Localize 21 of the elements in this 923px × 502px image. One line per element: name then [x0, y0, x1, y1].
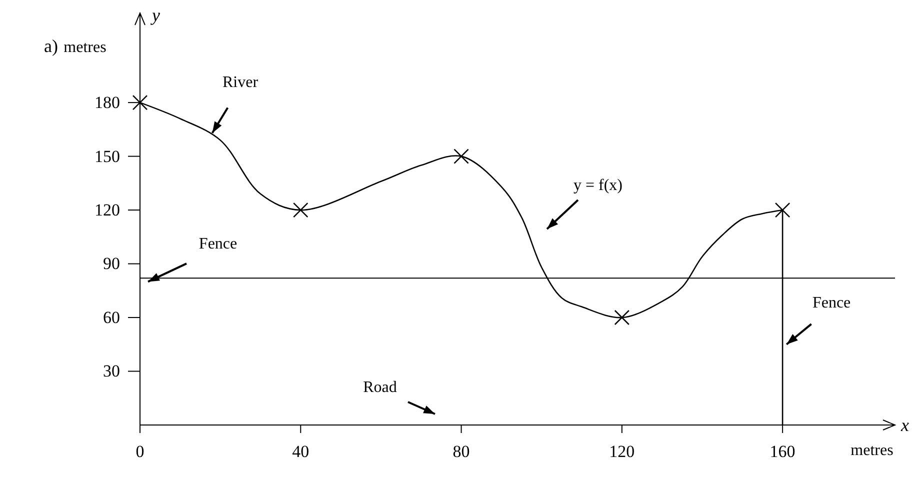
- y-tick-label: 90: [103, 254, 120, 274]
- annotation: y = f(x): [573, 177, 623, 194]
- y-tick-label: 30: [103, 362, 120, 381]
- annotation: Fence: [812, 294, 851, 312]
- y-tick-label: 150: [94, 146, 120, 166]
- x-tick-label: 0: [136, 442, 144, 462]
- x-tick-label: 80: [452, 442, 470, 462]
- x-tick-label: 40: [292, 442, 310, 462]
- text: a): [44, 36, 58, 56]
- x-tick-label: 160: [770, 442, 796, 462]
- text: x: [900, 415, 909, 435]
- annotation: River: [222, 74, 259, 92]
- y-tick-label: 120: [94, 200, 120, 220]
- y-axis-title: metres: [64, 39, 106, 56]
- y-tick-label: 60: [103, 308, 120, 327]
- x-axis-title: metres: [850, 442, 894, 459]
- y-tick-label: 180: [94, 93, 120, 112]
- annotation: Road: [363, 379, 397, 396]
- annotation: y: [150, 5, 160, 25]
- x-tick-label: 120: [609, 442, 635, 462]
- annotation: Fence: [198, 236, 238, 253]
